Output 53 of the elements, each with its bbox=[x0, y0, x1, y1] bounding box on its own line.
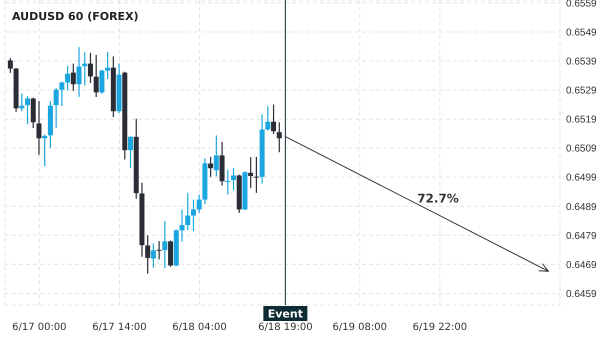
x-tick-label: 6/18 04:00 bbox=[172, 322, 227, 334]
candlestick bbox=[271, 104, 276, 135]
candlestick bbox=[94, 54, 99, 98]
candlestick bbox=[196, 194, 202, 214]
y-tick-label: 0.6489 bbox=[566, 202, 598, 213]
candlestick bbox=[185, 192, 190, 231]
y-tick-label: 0.6479 bbox=[566, 230, 598, 242]
candlestick bbox=[231, 167, 236, 191]
x-tick-label: 6/19 08:00 bbox=[332, 322, 387, 334]
candlestick bbox=[42, 134, 48, 168]
y-tick-label: 0.6459 bbox=[566, 288, 598, 300]
candlestick bbox=[70, 63, 76, 92]
candlestick bbox=[82, 52, 88, 86]
x-tick-label: 6/18 19:00 bbox=[258, 322, 313, 334]
candlestick bbox=[54, 87, 59, 128]
x-tick-label: 6/19 22:00 bbox=[412, 322, 468, 334]
candlestick bbox=[254, 156, 259, 194]
candlestick bbox=[25, 96, 30, 125]
candlestick bbox=[248, 156, 254, 189]
candlestick bbox=[150, 242, 156, 268]
candlestick bbox=[59, 81, 64, 107]
candlestick bbox=[128, 136, 134, 168]
ref-line-label: Event bbox=[268, 308, 303, 320]
candlestick bbox=[30, 97, 36, 129]
candlestick bbox=[65, 65, 70, 91]
candlestick bbox=[162, 220, 168, 269]
candlestick bbox=[265, 106, 270, 132]
y-tick-label: 0.6499 bbox=[566, 172, 598, 184]
candlestick bbox=[276, 122, 282, 153]
x-tick-label: 6/17 00:00 bbox=[12, 322, 67, 334]
y-tick-label: 0.6539 bbox=[566, 56, 598, 68]
y-tick-label: 0.6509 bbox=[566, 144, 598, 155]
candlestick bbox=[214, 134, 219, 177]
y-tick-label: 0.6549 bbox=[566, 28, 598, 38]
candlestick bbox=[36, 100, 42, 156]
candlestick bbox=[99, 69, 104, 94]
x-tick-label: 6/17 14:00 bbox=[92, 322, 147, 334]
candlestick bbox=[88, 52, 93, 84]
candlestick bbox=[76, 46, 82, 98]
candlestick bbox=[105, 51, 110, 80]
annotation: 72.7% bbox=[417, 192, 459, 206]
y-tick-label: 0.6469 bbox=[566, 260, 598, 271]
candlestick bbox=[225, 169, 230, 196]
candlestick bbox=[208, 156, 214, 178]
candlestick bbox=[19, 92, 24, 112]
y-tick-label: 0.6529 bbox=[566, 86, 598, 97]
y-tick-label: 0.6519 bbox=[566, 114, 598, 126]
candlestick bbox=[145, 234, 150, 274]
candlestick bbox=[180, 208, 185, 242]
candlestick bbox=[156, 240, 162, 260]
candlestick bbox=[8, 57, 13, 74]
text: AUDUSD 60 (FOREX) bbox=[12, 10, 139, 23]
candlestick bbox=[190, 198, 196, 232]
